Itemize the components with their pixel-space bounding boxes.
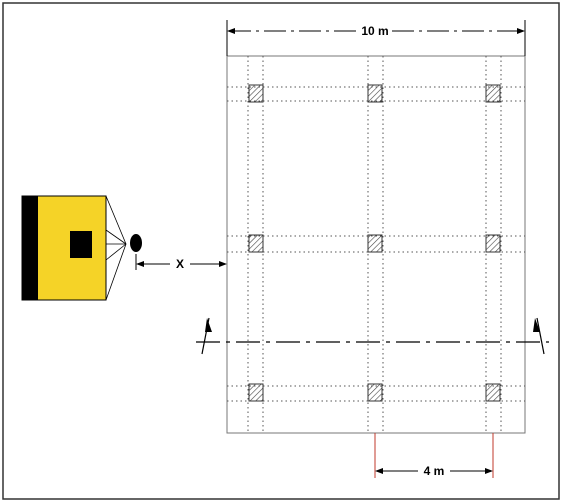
section-arrow-icon-right bbox=[533, 317, 545, 355]
bottom-dimension-arrow-right bbox=[485, 468, 493, 474]
distance-arrow-left bbox=[136, 261, 144, 267]
columns bbox=[248, 84, 501, 402]
column-r2-c1 bbox=[248, 234, 264, 253]
projector-lens bbox=[130, 234, 142, 252]
distance-label: X bbox=[176, 257, 184, 271]
projector-back-panel bbox=[22, 196, 38, 300]
column-r1-c3 bbox=[485, 84, 501, 103]
section-arrow-icon-left bbox=[201, 317, 212, 355]
projector-icon bbox=[21, 195, 142, 301]
bottom-dimension-arrow-left bbox=[375, 468, 383, 474]
section-cut bbox=[196, 317, 549, 355]
top-dimension-label: 10 m bbox=[361, 24, 388, 38]
projection-cone bbox=[105, 195, 127, 301]
bottom-dimension: 4 m bbox=[375, 464, 493, 478]
column-r2-c2 bbox=[367, 234, 383, 253]
column-r1-c1 bbox=[248, 84, 264, 103]
floor-plan-outline bbox=[226, 55, 526, 434]
distance-dimension: X bbox=[135, 254, 227, 271]
projector-window bbox=[70, 231, 92, 258]
bottom-dimension-label: 4 m bbox=[424, 464, 445, 478]
top-dimension: 10 m bbox=[226, 20, 526, 56]
column-r3-c2 bbox=[367, 383, 383, 402]
column-r3-c3 bbox=[485, 383, 501, 402]
top-dimension-arrow-right bbox=[517, 28, 525, 34]
distance-arrow-right bbox=[219, 261, 227, 267]
column-r2-c3 bbox=[485, 234, 501, 253]
column-r1-c2 bbox=[367, 84, 383, 103]
top-dimension-arrow-left bbox=[227, 28, 235, 34]
column-r3-c1 bbox=[248, 383, 264, 402]
